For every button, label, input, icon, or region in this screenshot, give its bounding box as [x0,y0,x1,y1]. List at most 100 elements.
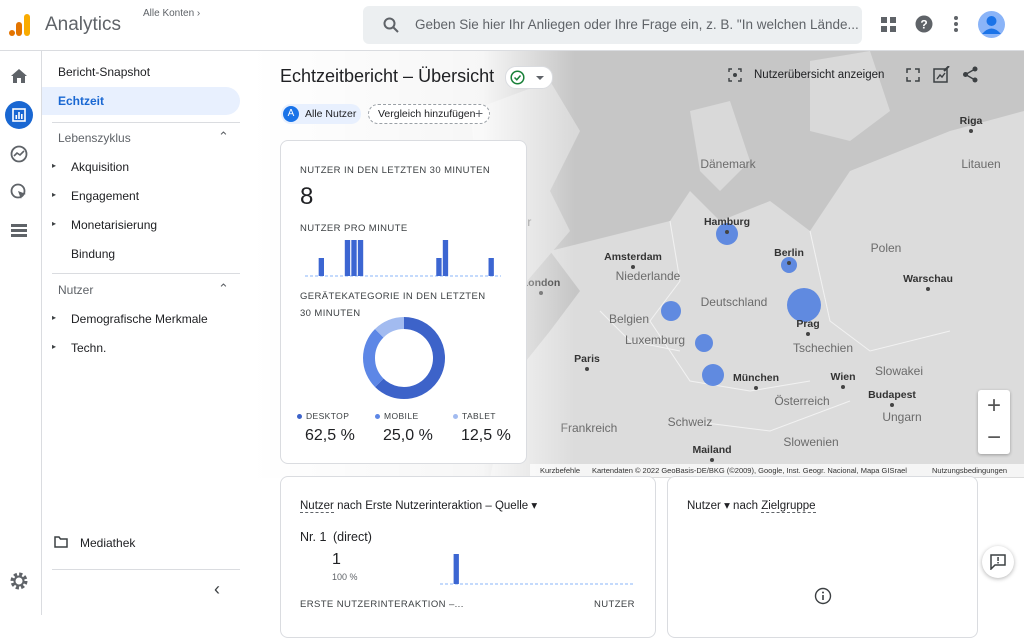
legend-dot [297,414,302,419]
search-box[interactable]: Geben Sie hier Ihr Anliegen oder Ihre Fr… [363,6,862,44]
advertising-icon[interactable] [10,183,28,201]
shortcuts[interactable]: Kurzbefehle [540,466,581,475]
nav-item[interactable]: Bericht-Snapshot [58,65,151,79]
legend-name: TABLET [462,411,496,421]
share-icon[interactable] [962,66,979,83]
bar [351,240,357,276]
settings-icon[interactable] [10,572,28,590]
customize-icon[interactable] [933,66,951,84]
source: (direct) [333,530,372,544]
terms[interactable]: Nutzungsbedingungen [932,466,1008,475]
legend-value: 12,5 % [461,427,511,444]
expand-arrow: ▸ [52,190,57,199]
info-icon [814,587,832,605]
metric: Nutzer [300,500,334,513]
feedback-button[interactable] [982,546,1014,578]
device-donut [363,317,445,399]
overview-action[interactable]: Nutzerübersicht anzeigen [754,69,885,81]
nav-item[interactable]: Techn. [71,341,107,355]
map-footer: Kurzbefehle Kartendaten © 2022 GeoBasis-… [530,464,1024,477]
account-picker[interactable]: Alle Konten › [143,8,201,19]
nav-item[interactable]: Monetarisierung [71,218,158,232]
status-icon [510,70,544,85]
fullscreen-icon[interactable] [906,68,920,82]
nav-item[interactable]: Engagement [71,189,140,203]
library[interactable]: Mediathek [80,536,136,550]
chip-label: Vergleich hinzufügen [378,108,476,120]
bar [344,240,351,276]
account: Alle Konten [143,8,195,19]
dimension: Zielgruppe [761,500,816,513]
sidebar: Bericht-Snapshot Echtzeit Mediathek ‹ Le… [42,51,242,615]
svg-text:?: ? [920,18,927,32]
nav-item[interactable]: Bindung [71,247,116,261]
attribution: Kartendaten © 2022 GeoBasis-DE/BKG (©200… [592,466,907,475]
account-avatar[interactable] [978,11,1005,38]
expand-arrow: ▸ [52,342,57,351]
search-icon [383,17,399,33]
separator [52,122,240,123]
active-highlight [42,87,240,115]
bar [453,554,459,584]
top-bar: Analytics Alle Konten › Geben Sie hier I… [0,0,1024,51]
separator [52,569,240,570]
device-legend: DESKTOP 62,5 % MOBILE 25,0 % TABLET 12,5 % [281,411,526,461]
section-toggle[interactable]: ⌃ [218,129,229,144]
device-label: GERÄTEKATEGORIE IN DEN LETZTEN 30 MINUTE… [300,291,486,319]
summary-card: NUTZER IN DEN LETZTEN 30 MINUTEN 8 NUTZE… [280,140,527,464]
donut-segment [375,317,445,399]
chip-avatar: A [283,106,299,122]
explore-icon[interactable] [10,145,28,163]
nav-rail [0,51,42,615]
comparison-chip[interactable]: A Alle Nutzer [281,104,361,124]
section-toggle[interactable]: ⌃ [218,281,229,296]
apps-icon[interactable] [880,16,898,34]
source-share: 100 % [332,572,358,582]
legend-value: 25,0 % [383,427,433,444]
source-card: Nutzer nach Erste Nutzerinteraktion – Qu… [280,476,656,638]
bar [357,240,364,276]
bar [318,258,324,276]
per-minute-label: NUTZER PRO MINUTE [300,223,408,234]
column-header: ERSTE NUTZERINTERAKTION –... [300,599,464,610]
logo [9,14,30,36]
help-icon[interactable]: ? [915,15,933,33]
add-comparison[interactable]: Vergleich hinzufügen + [368,104,490,124]
legend-name: MOBILE [384,411,419,421]
nav-item[interactable]: Demografische Merkmale [71,312,208,326]
donut-segment [363,329,384,387]
home-icon[interactable] [10,68,28,84]
separator [52,273,240,274]
source-per-minute-chart [440,554,635,585]
reports-icon[interactable] [5,101,33,129]
nav-item[interactable]: Akquisition [71,160,130,174]
source-value: 1 [332,551,341,568]
folder-icon [54,536,68,548]
status-chip[interactable] [505,66,553,89]
nav-item-active[interactable]: Echtzeit [58,94,105,108]
expand-arrow: ▸ [52,313,57,322]
metric: Nutzer [687,500,721,512]
legend-value: 62,5 % [305,427,355,444]
chip-label: Alle Nutzer [305,108,357,120]
card-title[interactable]: Nutzer nach Erste Nutzerinteraktion – Qu… [300,500,538,513]
legend-name: DESKTOP [306,411,350,421]
feedback-icon [990,554,1006,570]
collapse-button[interactable]: ‹ [214,579,220,599]
column-header: NUTZER [594,599,635,610]
configure-icon[interactable] [11,224,27,238]
zoom-control[interactable]: + − [978,390,1010,454]
bar [436,258,442,276]
users-label: NUTZER IN DEN LETZTEN 30 MINUTEN [300,165,491,176]
section-title: Nutzer [58,283,94,297]
users-value: 8 [300,183,314,210]
more-icon[interactable] [953,15,959,33]
section-title: Lebenszyklus [58,131,131,145]
product-name: Analytics [45,14,122,35]
bar [442,240,449,276]
audience-card: Nutzer ▾ nach Zielgruppe [667,476,978,638]
card-title[interactable]: Nutzer ▾ nach Zielgruppe [687,500,816,513]
bar [488,258,494,276]
legend-dot [375,414,380,419]
